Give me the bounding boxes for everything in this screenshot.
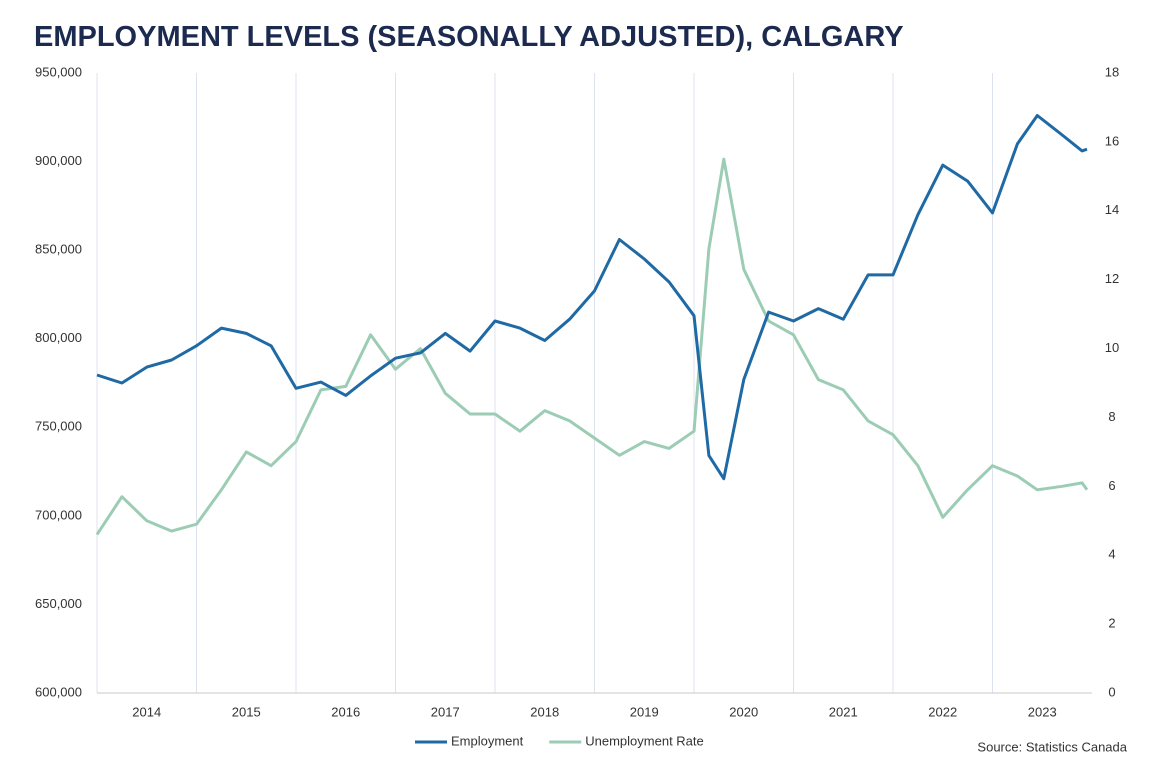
y2-tick-label: 2 bbox=[1108, 616, 1115, 631]
line-series bbox=[96, 114, 1088, 481]
y-tick-label: 600,000 bbox=[35, 684, 82, 699]
x-tick-label: 2021 bbox=[829, 704, 858, 719]
x-tick-label: 2017 bbox=[431, 704, 460, 719]
y-tick-label: 750,000 bbox=[35, 419, 82, 434]
y-tick-label: 700,000 bbox=[35, 507, 82, 522]
x-tick-label: 2020 bbox=[729, 704, 758, 719]
source-note: Source: Statistics Canada bbox=[977, 739, 1127, 754]
y2-tick-label: 12 bbox=[1105, 271, 1119, 286]
y2-tick-label: 14 bbox=[1105, 202, 1119, 217]
y2-tick-label: 6 bbox=[1108, 478, 1115, 493]
chart-title: EMPLOYMENT LEVELS (SEASONALLY ADJUSTED),… bbox=[34, 21, 904, 53]
y2-tick-label: 18 bbox=[1105, 64, 1119, 79]
x-tick-label: 2015 bbox=[232, 704, 261, 719]
legend-label: Unemployment Rate bbox=[585, 733, 704, 748]
x-tick-label: 2022 bbox=[928, 704, 957, 719]
y-tick-label: 800,000 bbox=[35, 330, 82, 345]
line-series bbox=[95, 157, 1089, 536]
y2-tick-label: 4 bbox=[1108, 547, 1115, 562]
y-tick-label: 900,000 bbox=[35, 153, 82, 168]
y2-tick-label: 8 bbox=[1108, 409, 1115, 424]
y2-tick-label: 16 bbox=[1105, 133, 1119, 148]
y2-tick-label: 10 bbox=[1105, 340, 1119, 355]
legend-label: Employment bbox=[451, 733, 524, 748]
x-tick-label: 2019 bbox=[630, 704, 659, 719]
y-tick-label: 650,000 bbox=[35, 596, 82, 611]
x-tick-label: 2018 bbox=[530, 704, 559, 719]
y-tick-label: 850,000 bbox=[35, 242, 82, 257]
x-tick-label: 2016 bbox=[331, 704, 360, 719]
x-tick-label: 2014 bbox=[132, 704, 161, 719]
x-tick-label: 2023 bbox=[1028, 704, 1057, 719]
y-tick-label: 950,000 bbox=[35, 64, 82, 79]
y2-tick-label: 0 bbox=[1108, 684, 1115, 699]
